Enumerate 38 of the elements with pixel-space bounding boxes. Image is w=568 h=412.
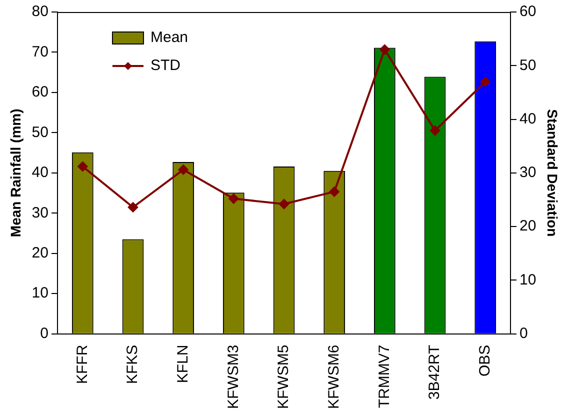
y2-tick-label: 40: [520, 110, 536, 128]
point: [228, 194, 239, 204]
y2-tick-label: 50: [520, 56, 536, 74]
y-tick-label: 80: [32, 3, 48, 20]
point: [380, 44, 390, 55]
y-tick-label: 10: [32, 284, 48, 302]
y-tick-label: 20: [32, 244, 48, 262]
point: [430, 126, 440, 136]
y2-tick-label: 30: [520, 164, 536, 182]
x-tick-label: 3B42RT: [426, 344, 444, 400]
y2-tick-label: 10: [520, 271, 536, 288]
point: [128, 202, 138, 212]
point: [480, 76, 490, 87]
x-tick-label: KFLN: [174, 344, 192, 384]
y-tick-label: 30: [32, 204, 48, 222]
y-tick-label: 50: [32, 124, 48, 141]
y-tick-label: 40: [32, 164, 48, 182]
point: [78, 161, 88, 172]
point: [178, 164, 188, 175]
y-tick-label: 60: [32, 84, 48, 101]
y-axis-title: Mean Rainfall (mm): [7, 108, 24, 238]
legend-label: STD: [150, 57, 181, 74]
x-tick-label: KFKS: [124, 344, 142, 384]
x-tick-label: OBS: [476, 344, 494, 377]
y2-tick-label: 20: [520, 218, 536, 235]
x-tick-label: TRMMV7: [376, 344, 393, 408]
legend-label: Mean: [150, 29, 188, 46]
x-tick-label: KFWSM3: [224, 344, 242, 410]
y-tick-label: 70: [32, 43, 48, 60]
y2-tick-label: 0: [520, 324, 528, 342]
y-tick-label: 0: [40, 324, 48, 342]
x-tick-label: KFWSM5: [275, 344, 292, 410]
y2-axis-title: Standard Deviation: [544, 109, 561, 237]
point: [279, 199, 289, 210]
x-tick-label: KFFR: [74, 344, 91, 384]
y2-tick-label: 60: [520, 3, 536, 20]
x-tick-label: KFWSM6: [325, 344, 342, 410]
point: [329, 186, 340, 197]
